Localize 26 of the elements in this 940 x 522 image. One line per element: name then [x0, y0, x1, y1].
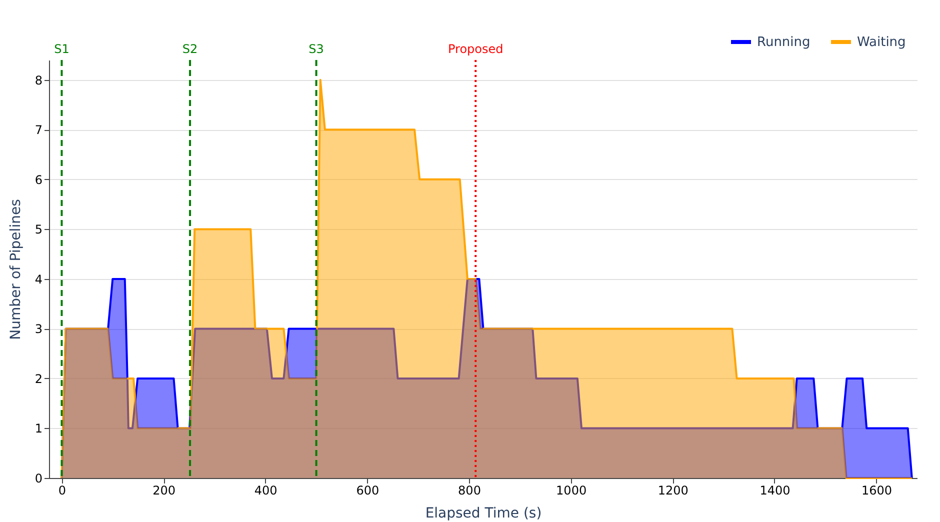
y-tick-label: 3: [34, 322, 42, 336]
y-tick-label: 7: [34, 123, 42, 138]
y-tick-label: 8: [34, 73, 42, 88]
legend-label: Running: [757, 35, 810, 50]
x-tick-label: 1000: [556, 484, 587, 498]
x-tick-label: 800: [458, 484, 481, 498]
y-tick-label: 5: [34, 222, 42, 237]
x-tick-label: 1600: [862, 484, 892, 498]
legend-label: Waiting: [857, 35, 906, 50]
y-tick-label: 4: [34, 272, 42, 286]
x-axis-title: Elapsed Time (s): [425, 506, 542, 522]
x-tick-label: 0: [58, 484, 66, 498]
y-axis-title: Number of Pipelines: [8, 199, 24, 340]
ref-line-label: S3: [308, 42, 324, 56]
ref-line-label: S2: [182, 42, 198, 56]
x-tick-label: 1200: [658, 484, 688, 498]
x-tick-label: 600: [356, 484, 380, 498]
y-tick-label: 6: [34, 172, 42, 187]
ref-line-label: S1: [54, 42, 70, 56]
y-tick-label: 2: [34, 372, 42, 386]
x-tick-label: 200: [152, 484, 176, 498]
y-tick-label: 0: [34, 472, 42, 486]
x-tick-label: 1400: [760, 484, 790, 498]
y-tick-label: 1: [34, 422, 42, 436]
ref-line-label: Proposed: [448, 42, 504, 56]
x-tick-label: 400: [254, 484, 278, 498]
